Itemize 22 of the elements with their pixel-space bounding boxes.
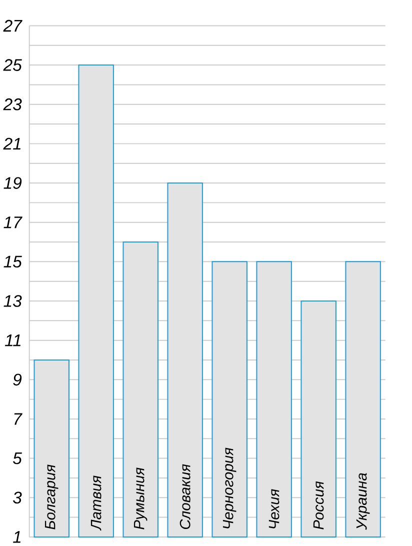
- y-tick-label: 27: [3, 20, 23, 32]
- y-tick-label: 15: [4, 256, 22, 268]
- x-tick-label: Болгария: [45, 464, 58, 530]
- y-tick-label: 25: [3, 59, 22, 71]
- y-tick-label: 5: [13, 452, 22, 464]
- y-tick-label: 7: [14, 413, 23, 425]
- x-tick-label: Словакия: [180, 464, 191, 530]
- y-tick-label: 9: [13, 374, 22, 386]
- y-tick-label: 21: [3, 138, 21, 150]
- y-tick-label: 11: [5, 334, 21, 346]
- x-tick-label: Черногория: [223, 448, 236, 528]
- y-tick-label: 1: [13, 531, 21, 543]
- x-tick-label: Румыния: [134, 468, 148, 530]
- y-tick-label: 19: [4, 177, 22, 189]
- x-tick-label: Россия: [314, 481, 324, 530]
- y-tick-label: 13: [4, 295, 22, 307]
- x-tick-label: Латвия: [91, 476, 102, 531]
- x-tick-label: Украина: [356, 473, 370, 530]
- y-tick-label: 23: [3, 98, 22, 110]
- y-tick-label: 17: [4, 216, 23, 228]
- y-tick-label: 3: [13, 492, 22, 504]
- x-tick-label: Чехия: [269, 489, 280, 528]
